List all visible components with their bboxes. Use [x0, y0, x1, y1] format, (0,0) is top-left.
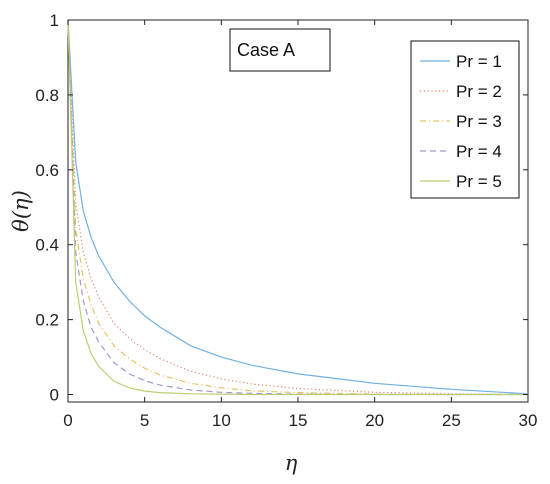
series-line-pr-5: [67, 19, 528, 396]
legend-label: Pr = 3: [456, 112, 502, 131]
y-tick-label: 1: [50, 11, 59, 30]
legend-box: [410, 40, 520, 199]
annotation-text: Case A: [237, 40, 295, 60]
y-axis-label: θ(η): [9, 190, 33, 232]
legend-label: Pr = 5: [456, 172, 502, 191]
x-tick-label: 15: [289, 411, 308, 430]
legend: Pr = 1 Pr = 2 Pr = 3 Pr = 4 Pr = 5: [410, 40, 520, 199]
x-tick-label: 0: [63, 411, 72, 430]
legend-label: Pr = 2: [456, 82, 502, 101]
x-tick-label: 20: [365, 411, 384, 430]
axes-layer: 0 5 10 15 20 25 30 0 0.2 0.4 0.6 0.8 1: [35, 11, 537, 430]
legend-label: Pr = 4: [456, 142, 502, 161]
y-tick-label: 0.8: [35, 86, 59, 105]
x-tick-label: 30: [519, 411, 538, 430]
x-tick-label: 10: [212, 411, 231, 430]
x-tick-label: 25: [442, 411, 461, 430]
series-line-pr-1: [67, 19, 529, 395]
legend-label: Pr = 1: [456, 52, 502, 71]
x-axis-label: η: [285, 451, 298, 475]
x-tick-label: 5: [140, 411, 149, 430]
y-tick-label: 0.4: [35, 236, 59, 255]
y-tick-label: 0: [50, 386, 59, 405]
y-tick-label: 0.2: [35, 311, 59, 330]
series-layer: [67, 19, 529, 396]
annotation-box: Case A: [229, 28, 331, 72]
y-tick-label: 0.6: [35, 161, 59, 180]
